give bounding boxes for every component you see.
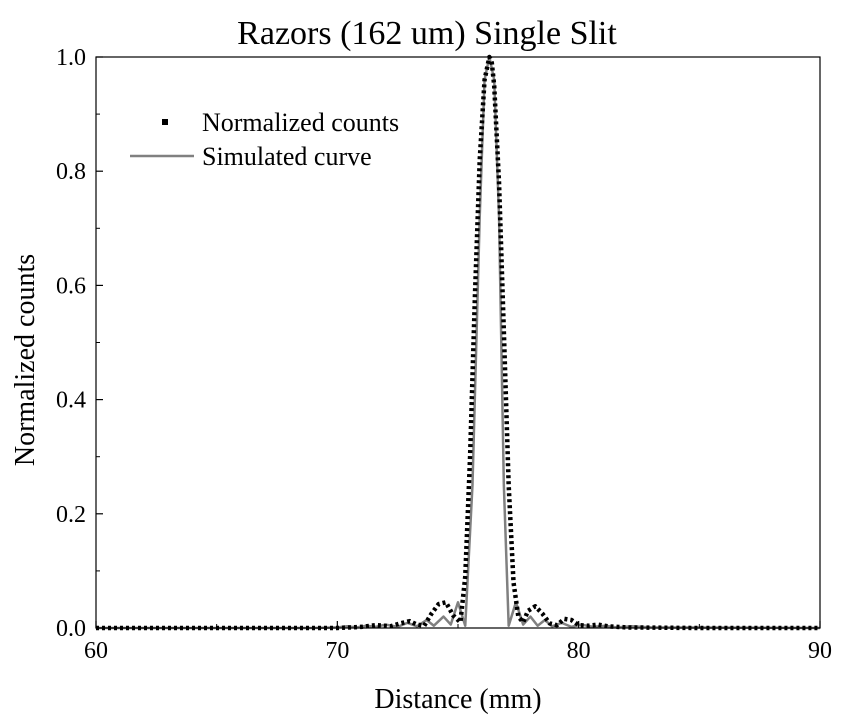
y-tick-label: 0.8	[56, 159, 86, 185]
legend: Normalized counts Simulated curve	[130, 108, 399, 171]
legend-label-normalized-counts: Normalized counts	[202, 108, 399, 137]
x-tick-label: 70	[325, 638, 349, 664]
x-tick-label: 90	[808, 638, 832, 664]
x-axis-label: Distance (mm)	[374, 684, 541, 715]
y-tick-label: 0.6	[56, 273, 86, 299]
y-axis: 0.0 0.2 0.4 0.6 0.8 1.0	[56, 45, 103, 642]
x-axis: 60 70 80 90	[84, 621, 832, 664]
legend-marker-normalized-counts	[162, 119, 168, 125]
chart-title: Razors (162 um) Single Slit	[237, 15, 617, 52]
x-tick-label: 80	[567, 638, 591, 664]
series-layer	[96, 54, 821, 631]
series-normalized-counts-line	[96, 54, 820, 631]
y-tick-label: 1.0	[56, 45, 86, 71]
y-axis-label: Normalized counts	[10, 254, 41, 466]
y-tick-label: 0.0	[56, 616, 86, 642]
y-tick-label: 0.4	[56, 388, 86, 414]
y-tick-label: 0.2	[56, 502, 86, 528]
legend-label-simulated-curve: Simulated curve	[202, 142, 372, 171]
x-tick-label: 60	[84, 638, 108, 664]
